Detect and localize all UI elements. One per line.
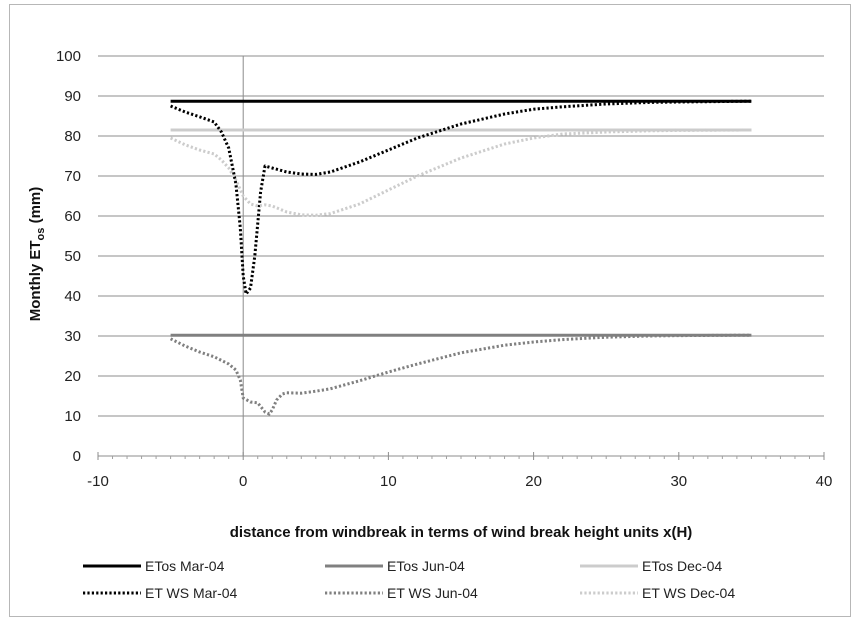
legend-label-1: ETos Jun-04 <box>387 558 465 574</box>
y-tick-label-100: 100 <box>56 48 81 65</box>
y-tick-label-20: 20 <box>64 368 81 385</box>
y-tick-label-40: 40 <box>64 288 81 305</box>
y-tick-label-10: 10 <box>64 408 81 425</box>
legend-item-4: ET WS Jun-04 <box>325 585 478 601</box>
series-layer <box>169 99 752 416</box>
legend-item-2: ETos Dec-04 <box>580 558 722 574</box>
y-tick-label-80: 80 <box>64 128 81 145</box>
legend-item-5: ET WS Dec-04 <box>580 585 735 601</box>
line-chart: 0 10 20 30 40 50 60 70 80 90 100 -10 0 10 20 30 40 dista… <box>27 48 832 601</box>
series-line-4 <box>169 333 752 416</box>
chart-frame: 0 10 20 30 40 50 60 70 80 90 100 -10 0 10 20 30 40 dista… <box>9 4 851 617</box>
legend-label-5: ET WS Dec-04 <box>642 585 735 601</box>
gridlines <box>98 55 824 417</box>
legend-label-4: ET WS Jun-04 <box>387 585 478 601</box>
legend-item-1: ETos Jun-04 <box>325 558 465 574</box>
y-axis-title: Monthly ETos (mm) <box>27 187 47 322</box>
x-tick-label--10: -10 <box>87 473 109 490</box>
legend-label-3: ET WS Mar-04 <box>145 585 238 601</box>
tick-labels: 0 10 20 30 40 50 60 70 80 90 100 -10 0 10 20 30 40 <box>56 48 832 490</box>
series-line-5 <box>169 128 752 217</box>
y-tick-label-30: 30 <box>64 328 81 345</box>
legend-item-3: ET WS Mar-04 <box>83 585 238 601</box>
y-axis-title-subscript: os <box>35 228 47 241</box>
y-tick-label-60: 60 <box>64 208 81 225</box>
axes <box>97 55 825 460</box>
legend-label-0: ETos Mar-04 <box>145 558 225 574</box>
y-tick-label-70: 70 <box>64 168 81 185</box>
y-tick-label-50: 50 <box>64 248 81 265</box>
y-tick-label-90: 90 <box>64 88 81 105</box>
x-tick-label-30: 30 <box>670 473 687 490</box>
legend-label-2: ETos Dec-04 <box>642 558 722 574</box>
y-axis-title-unit: (mm) <box>27 187 44 228</box>
x-tick-label-40: 40 <box>816 473 833 490</box>
legend: ETos Mar-04 ETos Jun-04 ETos Dec-04 ET WS M… <box>83 558 735 601</box>
x-tick-label-0: 0 <box>239 473 247 490</box>
x-tick-label-10: 10 <box>380 473 397 490</box>
y-axis-title-main: Monthly ET <box>27 240 44 321</box>
y-tick-label-0: 0 <box>73 448 81 465</box>
x-axis-title: distance from windbreak in terms of wind… <box>230 524 693 541</box>
x-tick-label-20: 20 <box>525 473 542 490</box>
series-line-3 <box>170 99 752 296</box>
legend-item-0: ETos Mar-04 <box>83 558 225 574</box>
